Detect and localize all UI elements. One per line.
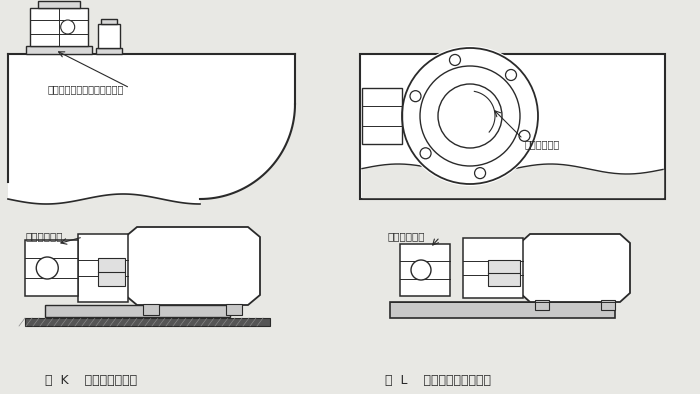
Bar <box>26 46 92 54</box>
Circle shape <box>400 46 540 186</box>
Bar <box>226 304 242 315</box>
Text: 图  L    单体移动式加油装置: 图 L 单体移动式加油装置 <box>385 374 491 387</box>
Bar <box>30 8 88 46</box>
Bar <box>96 48 122 54</box>
Text: 加油装置油口: 加油装置油口 <box>388 231 426 241</box>
Circle shape <box>61 20 75 34</box>
Bar <box>98 258 125 286</box>
Bar <box>38 1 80 8</box>
Bar <box>390 302 615 318</box>
Circle shape <box>449 54 461 65</box>
Bar <box>78 234 128 302</box>
Bar <box>25 318 270 326</box>
Text: 加油口与固定式加油装置连接: 加油口与固定式加油装置连接 <box>48 84 125 94</box>
Bar <box>45 305 230 317</box>
Bar <box>25 240 78 296</box>
Bar <box>143 304 159 315</box>
Bar <box>101 19 117 24</box>
Text: 加油装置油口: 加油装置油口 <box>25 231 62 241</box>
Bar <box>362 88 402 144</box>
Circle shape <box>410 91 421 102</box>
Circle shape <box>505 69 517 80</box>
Text: 滤油器加油口: 滤油器加油口 <box>525 139 560 149</box>
Text: 图  K    固定式加油装置: 图 K 固定式加油装置 <box>45 374 137 387</box>
Circle shape <box>411 260 431 280</box>
Bar <box>360 54 665 199</box>
Polygon shape <box>520 234 630 302</box>
Bar <box>488 260 520 286</box>
Bar <box>463 238 523 298</box>
Circle shape <box>420 148 431 159</box>
Circle shape <box>519 130 530 141</box>
Circle shape <box>475 167 486 178</box>
Polygon shape <box>8 54 295 204</box>
Polygon shape <box>125 227 260 305</box>
Bar <box>98 24 120 48</box>
Circle shape <box>438 84 502 148</box>
Circle shape <box>36 257 58 279</box>
Bar <box>535 300 549 310</box>
Bar <box>601 300 615 310</box>
Bar <box>400 244 450 296</box>
